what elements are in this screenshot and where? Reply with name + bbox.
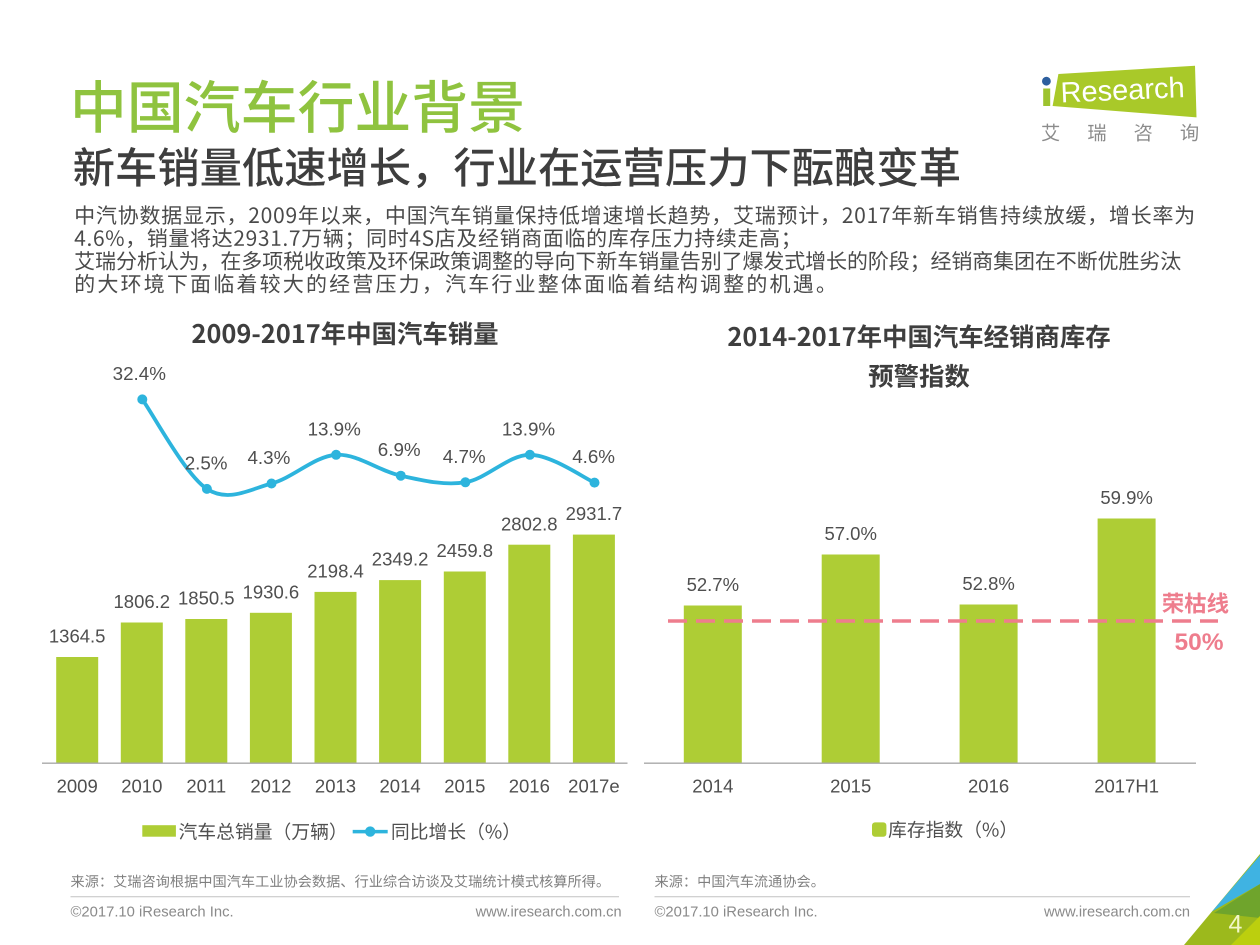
svg-text:2016: 2016 — [968, 775, 1009, 796]
svg-text:2931.7: 2931.7 — [566, 503, 623, 524]
svg-text:2014: 2014 — [692, 775, 733, 796]
svg-text:13.9%: 13.9% — [502, 418, 556, 439]
svg-text:www.iresearch.com.cn: www.iresearch.com.cn — [1043, 905, 1190, 921]
svg-text:2017e: 2017e — [568, 775, 619, 796]
svg-text:52.7%: 52.7% — [687, 574, 739, 595]
svg-text:50%: 50% — [1174, 629, 1223, 656]
svg-text:2015: 2015 — [830, 775, 871, 796]
svg-text:4.6%: 4.6% — [572, 446, 615, 467]
svg-text:2014: 2014 — [380, 775, 421, 796]
svg-text:©2017.10 iResearch Inc.: ©2017.10 iResearch Inc. — [71, 905, 234, 921]
svg-text:2459.8: 2459.8 — [437, 540, 494, 561]
svg-text:6.9%: 6.9% — [378, 439, 421, 460]
svg-text:2015: 2015 — [444, 775, 485, 796]
svg-text:2012: 2012 — [250, 775, 291, 796]
svg-text:©2017.10 iResearch Inc.: ©2017.10 iResearch Inc. — [655, 905, 818, 921]
svg-text:2016: 2016 — [509, 775, 550, 796]
svg-text:4: 4 — [1229, 911, 1243, 939]
svg-text:52.8%: 52.8% — [962, 573, 1014, 594]
svg-text:4.7%: 4.7% — [443, 446, 486, 467]
svg-text:www.iresearch.com.cn: www.iresearch.com.cn — [475, 905, 622, 921]
svg-text:2.5%: 2.5% — [185, 452, 228, 473]
svg-text:2198.4: 2198.4 — [307, 561, 364, 582]
svg-text:4.3%: 4.3% — [247, 447, 290, 468]
svg-text:1930.6: 1930.6 — [243, 581, 300, 602]
svg-text:57.0%: 57.0% — [824, 523, 876, 544]
svg-text:2802.8: 2802.8 — [501, 513, 558, 534]
svg-text:1850.5: 1850.5 — [178, 588, 235, 609]
svg-text:2013: 2013 — [315, 775, 356, 796]
svg-text:2009: 2009 — [57, 775, 98, 796]
svg-text:2017H1: 2017H1 — [1094, 775, 1159, 796]
svg-text:2010: 2010 — [121, 775, 162, 796]
svg-text:Research: Research — [1060, 72, 1185, 109]
svg-text:59.9%: 59.9% — [1100, 487, 1152, 508]
svg-text:1806.2: 1806.2 — [114, 591, 171, 612]
svg-text:13.9%: 13.9% — [308, 418, 362, 439]
svg-text:2011: 2011 — [186, 775, 226, 796]
svg-text:2349.2: 2349.2 — [372, 549, 429, 570]
svg-text:1364.5: 1364.5 — [49, 626, 106, 647]
svg-text:32.4%: 32.4% — [113, 363, 167, 384]
